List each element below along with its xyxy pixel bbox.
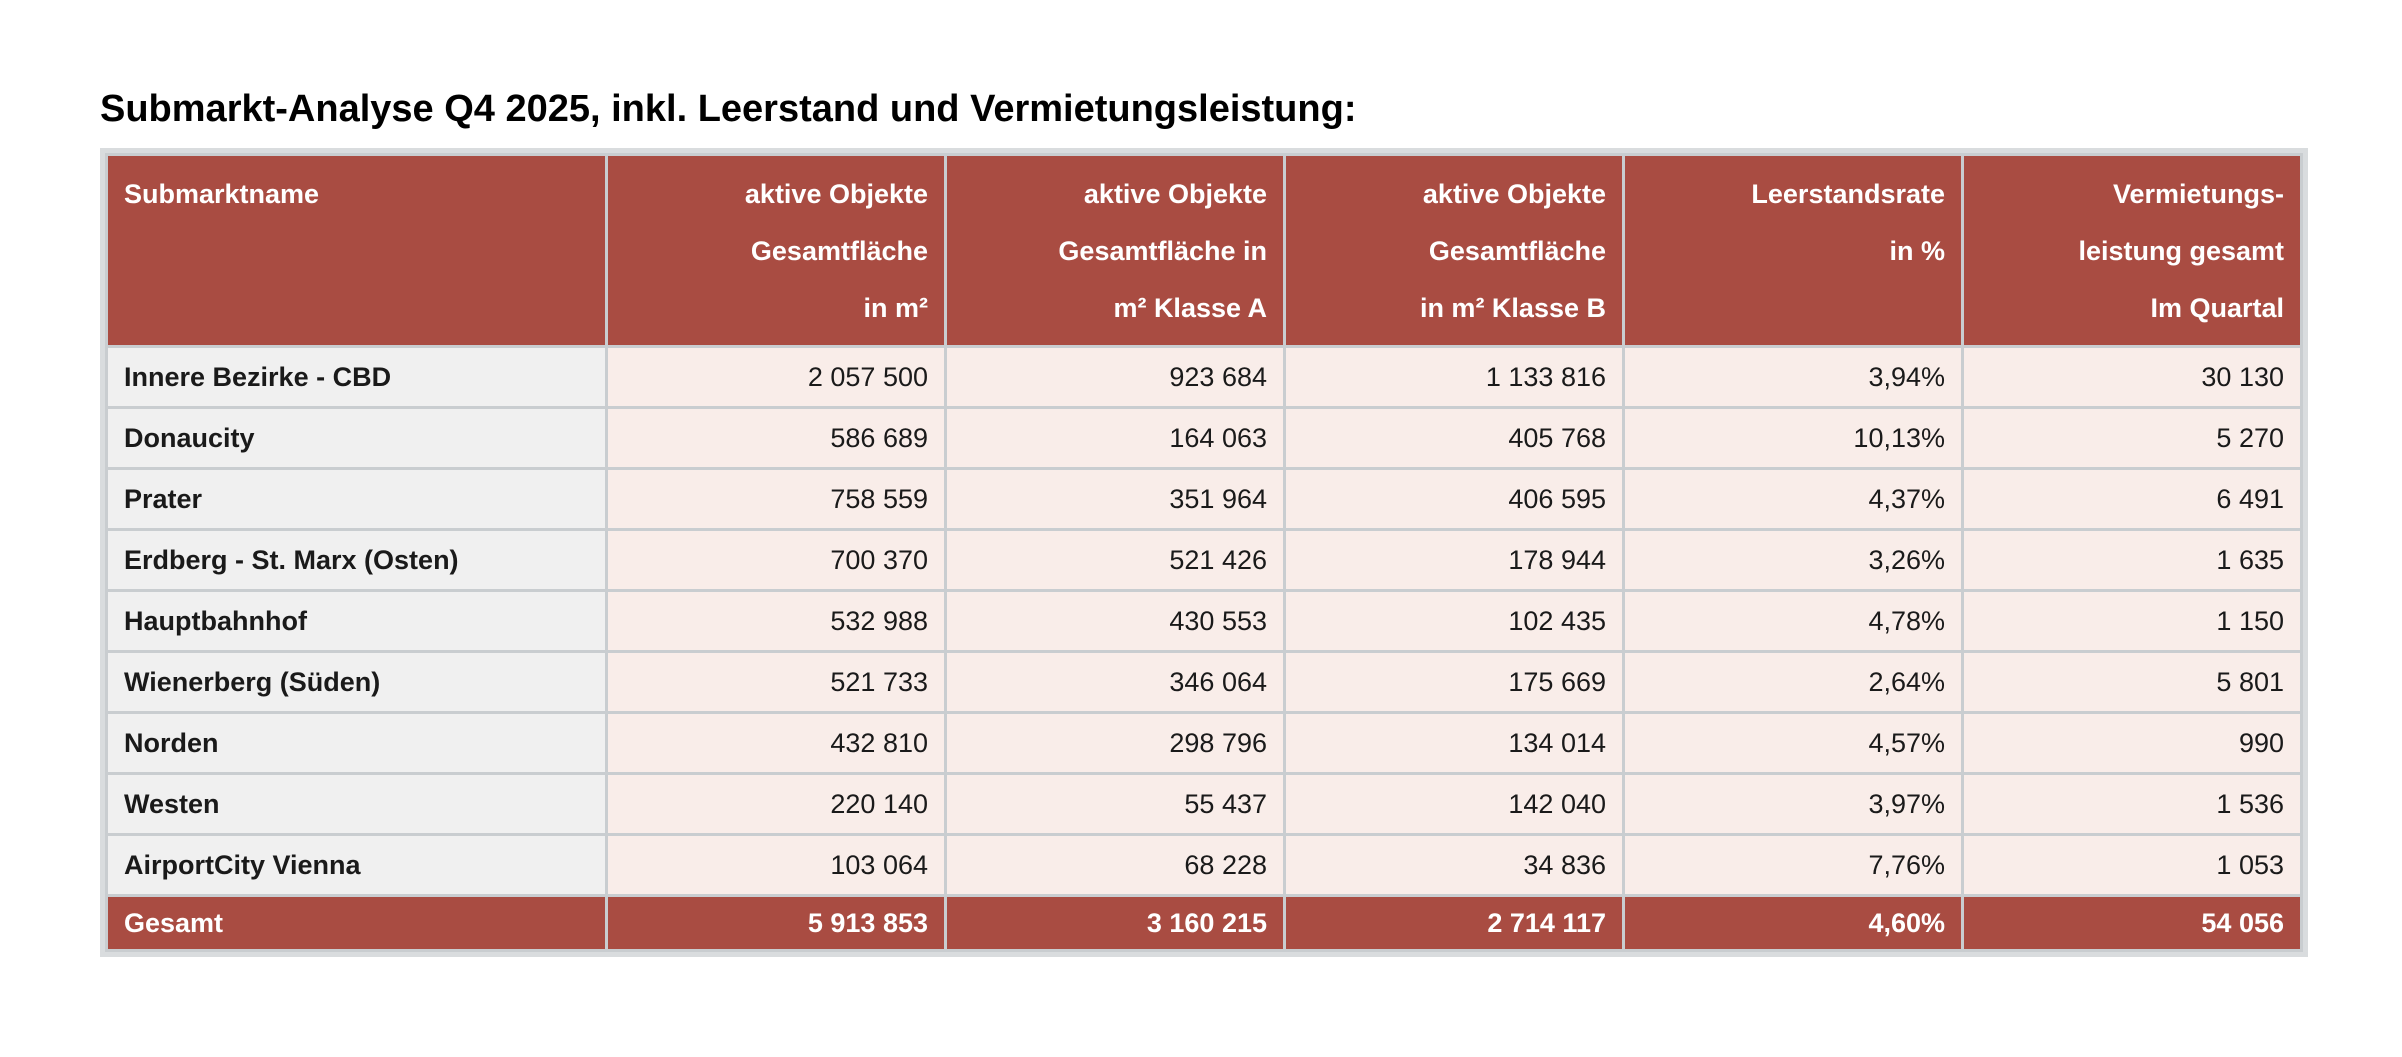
cell-vermietungsleistung: 1 053 — [1964, 836, 2300, 894]
row-name-cell: Erdberg - St. Marx (Osten) — [108, 531, 605, 589]
cell-gesamtflaeche: 758 559 — [608, 470, 944, 528]
col-header-leerstandsrate: Leerstandsrate in % — [1625, 156, 1961, 345]
cell-vermietungsleistung: 1 635 — [1964, 531, 2300, 589]
col-header-klasse-b: aktive Objekte Gesamtfläche in m² Klasse… — [1286, 156, 1622, 345]
table-row: Prater 758 559 351 964 406 595 4,37% 6 4… — [108, 470, 2300, 528]
cell-klasse-a: 68 228 — [947, 836, 1283, 894]
cell-leerstandsrate: 4,78% — [1625, 592, 1961, 650]
cell-vermietungsleistung: 990 — [1964, 714, 2300, 772]
total-klasse-b: 2 714 117 — [1286, 897, 1622, 949]
header-row: Submarktname aktive Objekte Gesamtfläche… — [108, 156, 2300, 345]
cell-leerstandsrate: 3,94% — [1625, 348, 1961, 406]
cell-klasse-b: 1 133 816 — [1286, 348, 1622, 406]
cell-vermietungsleistung: 1 150 — [1964, 592, 2300, 650]
table-row: AirportCity Vienna 103 064 68 228 34 836… — [108, 836, 2300, 894]
row-name-cell: Prater — [108, 470, 605, 528]
table-row: Wienerberg (Süden) 521 733 346 064 175 6… — [108, 653, 2300, 711]
cell-gesamtflaeche: 432 810 — [608, 714, 944, 772]
total-gesamtflaeche: 5 913 853 — [608, 897, 944, 949]
cell-klasse-b: 134 014 — [1286, 714, 1622, 772]
cell-leerstandsrate: 7,76% — [1625, 836, 1961, 894]
cell-leerstandsrate: 4,37% — [1625, 470, 1961, 528]
cell-gesamtflaeche: 521 733 — [608, 653, 944, 711]
cell-klasse-b: 34 836 — [1286, 836, 1622, 894]
page-title: Submarkt-Analyse Q4 2025, inkl. Leerstan… — [100, 88, 1357, 130]
cell-klasse-a: 298 796 — [947, 714, 1283, 772]
table-body: Innere Bezirke - CBD 2 057 500 923 684 1… — [108, 348, 2300, 894]
cell-vermietungsleistung: 1 536 — [1964, 775, 2300, 833]
cell-klasse-b: 406 595 — [1286, 470, 1622, 528]
col-header-klasse-a: aktive Objekte Gesamtfläche in m² Klasse… — [947, 156, 1283, 345]
cell-klasse-a: 164 063 — [947, 409, 1283, 467]
table-row: Innere Bezirke - CBD 2 057 500 923 684 1… — [108, 348, 2300, 406]
cell-leerstandsrate: 4,57% — [1625, 714, 1961, 772]
row-name-cell: Hauptbahnhof — [108, 592, 605, 650]
cell-leerstandsrate: 10,13% — [1625, 409, 1961, 467]
row-name-cell: Wienerberg (Süden) — [108, 653, 605, 711]
table-row: Erdberg - St. Marx (Osten) 700 370 521 4… — [108, 531, 2300, 589]
total-row: Gesamt 5 913 853 3 160 215 2 714 117 4,6… — [108, 897, 2300, 949]
total-klasse-a: 3 160 215 — [947, 897, 1283, 949]
cell-klasse-a: 430 553 — [947, 592, 1283, 650]
row-name-cell: Donaucity — [108, 409, 605, 467]
submarket-analysis-table: Submarktname aktive Objekte Gesamtfläche… — [100, 148, 2308, 957]
row-name-cell: AirportCity Vienna — [108, 836, 605, 894]
cell-klasse-a: 346 064 — [947, 653, 1283, 711]
row-name-cell: Westen — [108, 775, 605, 833]
cell-leerstandsrate: 3,97% — [1625, 775, 1961, 833]
col-header-gesamtflaeche: aktive Objekte Gesamtfläche in m² — [608, 156, 944, 345]
cell-gesamtflaeche: 532 988 — [608, 592, 944, 650]
cell-klasse-a: 923 684 — [947, 348, 1283, 406]
cell-klasse-b: 102 435 — [1286, 592, 1622, 650]
row-name-cell: Innere Bezirke - CBD — [108, 348, 605, 406]
cell-gesamtflaeche: 586 689 — [608, 409, 944, 467]
table-row: Hauptbahnhof 532 988 430 553 102 435 4,7… — [108, 592, 2300, 650]
cell-klasse-b: 142 040 — [1286, 775, 1622, 833]
total-vermietungsleistung: 54 056 — [1964, 897, 2300, 949]
total-row-label: Gesamt — [108, 897, 605, 949]
table-footer: Gesamt 5 913 853 3 160 215 2 714 117 4,6… — [108, 897, 2300, 949]
col-header-vermietungsleistung: Vermietungs- leistung gesamt Im Quartal — [1964, 156, 2300, 345]
table-row: Donaucity 586 689 164 063 405 768 10,13%… — [108, 409, 2300, 467]
row-name-cell: Norden — [108, 714, 605, 772]
cell-leerstandsrate: 2,64% — [1625, 653, 1961, 711]
cell-gesamtflaeche: 700 370 — [608, 531, 944, 589]
col-header-submarktname: Submarktname — [108, 156, 605, 345]
cell-vermietungsleistung: 30 130 — [1964, 348, 2300, 406]
cell-vermietungsleistung: 5 801 — [1964, 653, 2300, 711]
cell-vermietungsleistung: 6 491 — [1964, 470, 2300, 528]
table-header: Submarktname aktive Objekte Gesamtfläche… — [108, 156, 2300, 345]
submarket-table-wrapper: Submarktname aktive Objekte Gesamtfläche… — [100, 148, 2308, 957]
cell-klasse-b: 178 944 — [1286, 531, 1622, 589]
cell-gesamtflaeche: 103 064 — [608, 836, 944, 894]
table-row: Norden 432 810 298 796 134 014 4,57% 990 — [108, 714, 2300, 772]
cell-klasse-a: 521 426 — [947, 531, 1283, 589]
cell-vermietungsleistung: 5 270 — [1964, 409, 2300, 467]
cell-klasse-b: 175 669 — [1286, 653, 1622, 711]
cell-klasse-b: 405 768 — [1286, 409, 1622, 467]
cell-klasse-a: 55 437 — [947, 775, 1283, 833]
cell-klasse-a: 351 964 — [947, 470, 1283, 528]
cell-gesamtflaeche: 220 140 — [608, 775, 944, 833]
total-leerstandsrate: 4,60% — [1625, 897, 1961, 949]
table-row: Westen 220 140 55 437 142 040 3,97% 1 53… — [108, 775, 2300, 833]
cell-gesamtflaeche: 2 057 500 — [608, 348, 944, 406]
cell-leerstandsrate: 3,26% — [1625, 531, 1961, 589]
